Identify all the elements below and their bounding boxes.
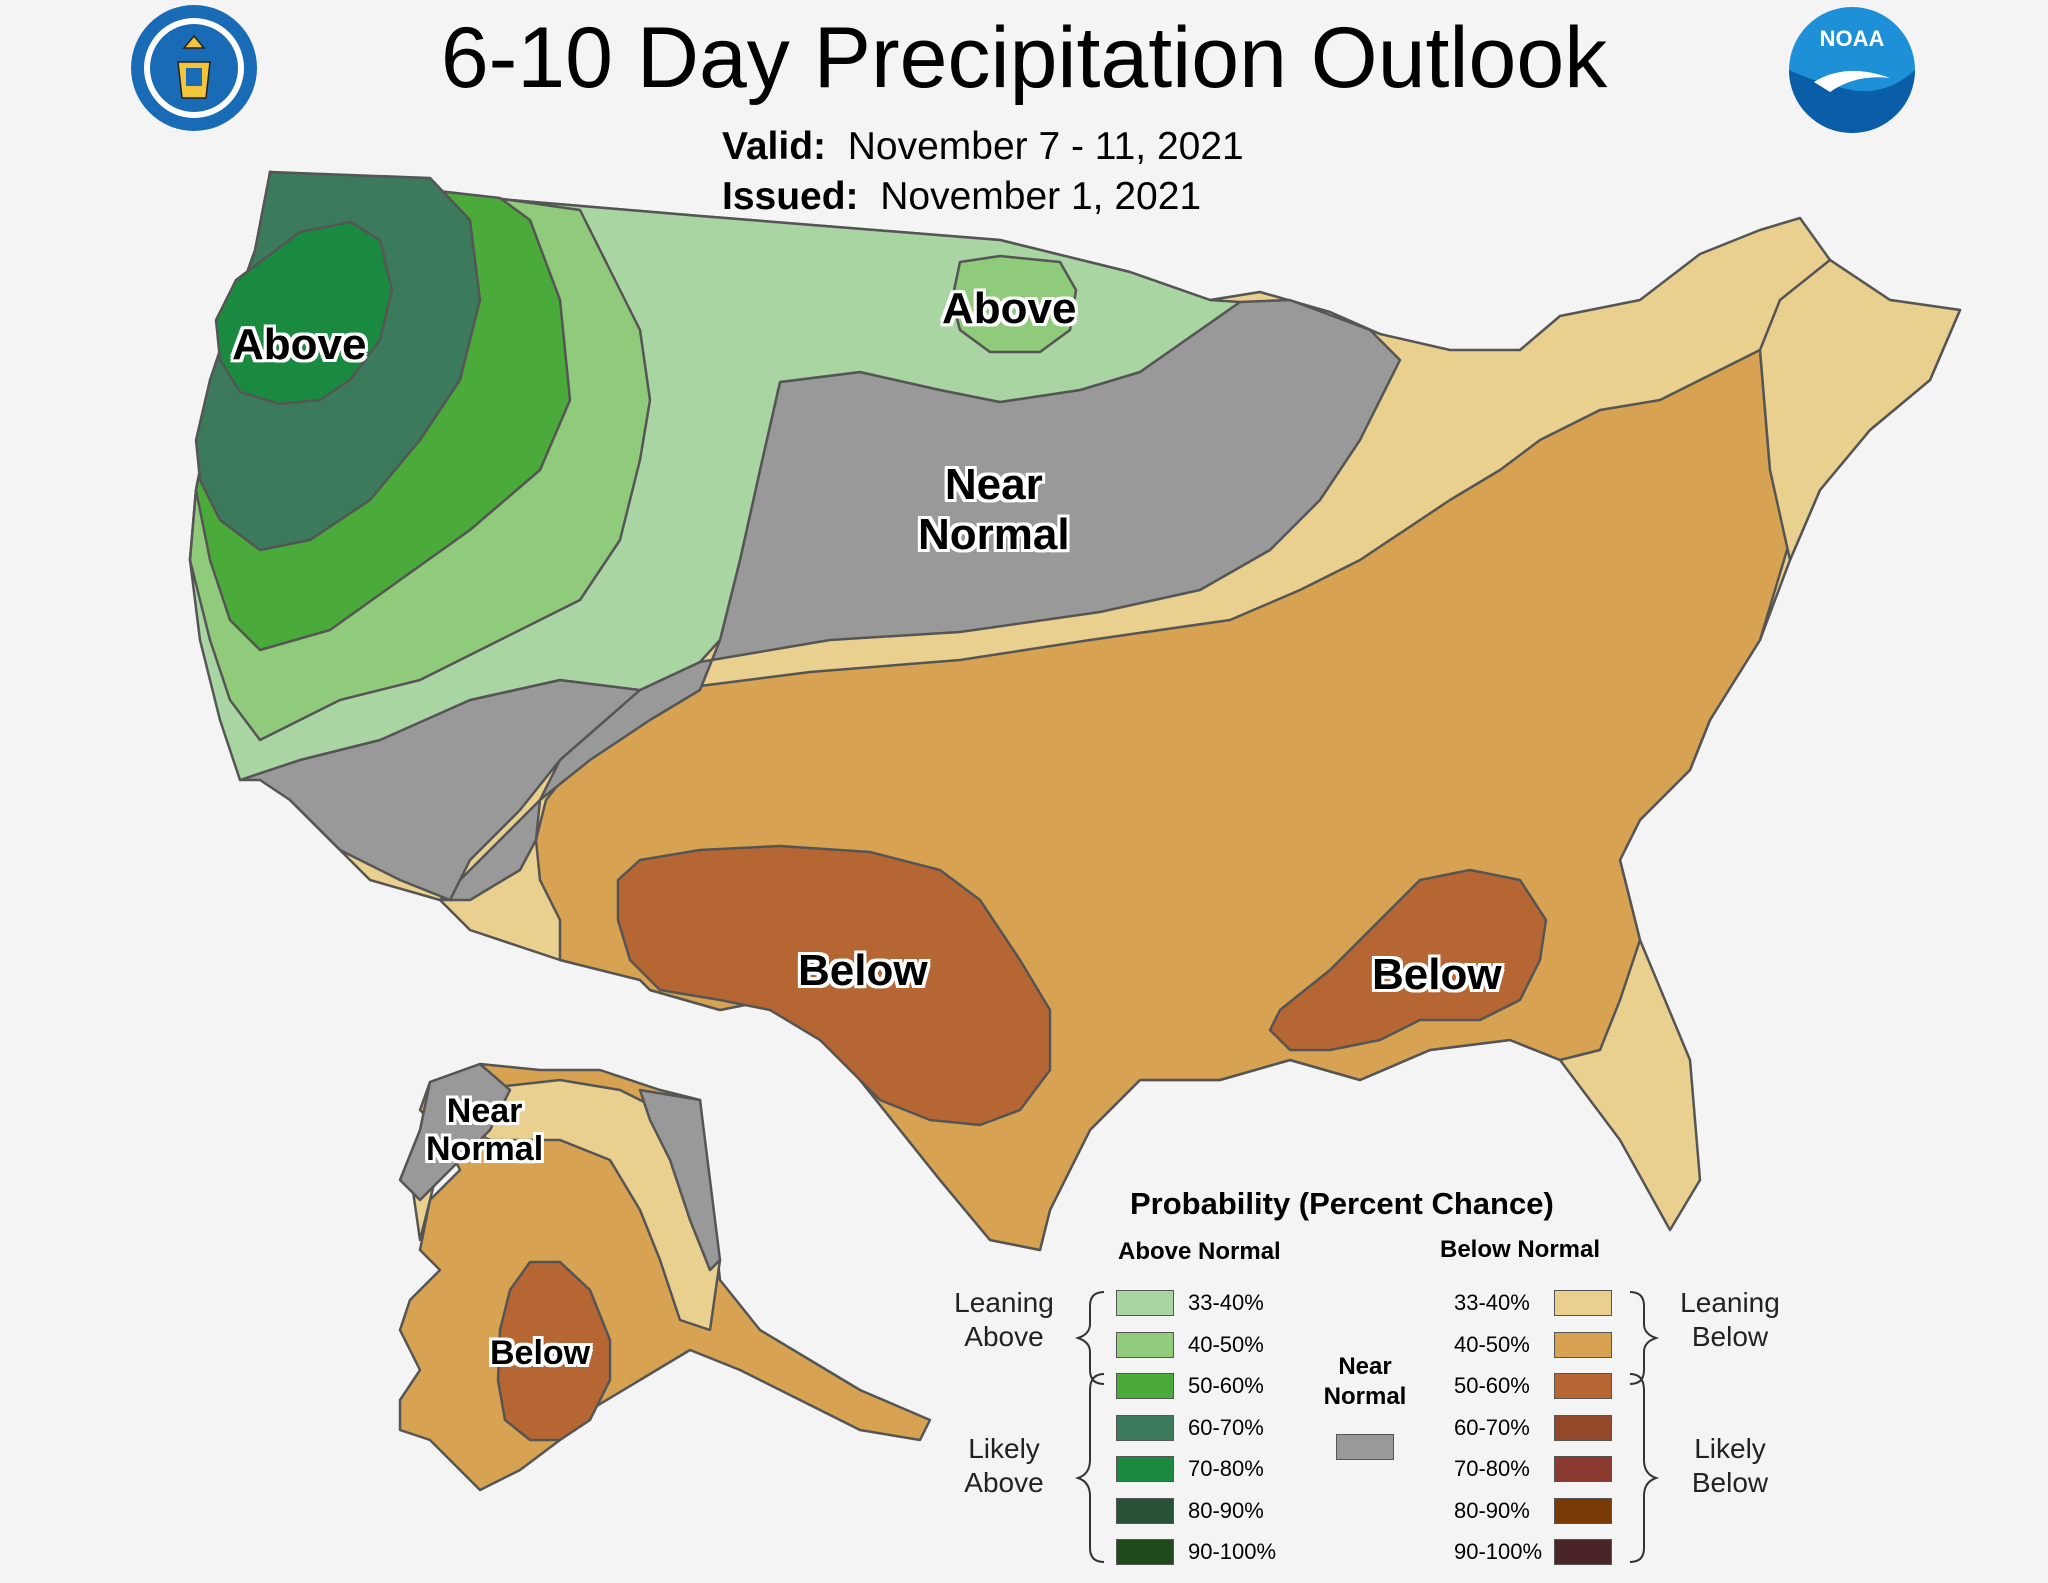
below-pct-label: 40-50% [1454, 1331, 1530, 1357]
valid-value: November 7 - 11, 2021 [847, 125, 1244, 168]
above-70-80 [214, 220, 394, 406]
below-swatch-33-40 [1554, 1290, 1612, 1316]
below-swatch-40-50 [1554, 1331, 1612, 1358]
label-central-near: Near [944, 460, 1043, 509]
date-block: Valid: November 7 - 11, 2021 Issued: Nov… [722, 122, 1244, 222]
noaa-logo: NOAA [1789, 7, 1915, 133]
near-normal-head: Near Normal [1310, 1352, 1420, 1412]
likely-below-word2: Below [1691, 1467, 1769, 1498]
likely-above-word2: Above [964, 1467, 1044, 1498]
label-southwest-below: Below [798, 946, 928, 995]
noaa-logo-text: NOAA [1820, 26, 1885, 51]
brace-likely-above [1074, 1373, 1105, 1563]
likely-above-label: Likely Above [934, 1432, 1074, 1500]
above-swatch-50-60 [1116, 1373, 1174, 1399]
near-normal-word1: Near [1338, 1353, 1392, 1380]
below-pct-label: 33-40% [1454, 1290, 1530, 1315]
brace-likely-below [1629, 1373, 1660, 1563]
leaning-above-label: Leaning Above [934, 1286, 1074, 1354]
issued-value: November 1, 2021 [880, 175, 1202, 218]
likely-below-label: Likely Below [1660, 1432, 1800, 1500]
above-swatch-40-50 [1116, 1331, 1174, 1358]
above-pct-label: 33-40% [1188, 1290, 1264, 1315]
above-swatch-80-90 [1116, 1497, 1174, 1524]
above-swatch-90-100 [1116, 1539, 1174, 1565]
valid-label: Valid: [722, 125, 827, 168]
leaning-below-word2: Below [1691, 1321, 1769, 1352]
likely-above-word1: Likely [968, 1433, 1040, 1464]
label-southeast-below: Below [1372, 950, 1502, 999]
below-swatch-90-100 [1554, 1539, 1612, 1565]
leaning-below-label: Leaning Below [1660, 1286, 1800, 1354]
label-alaska-normal: Normal [426, 1130, 544, 1168]
below-swatch-50-60 [1554, 1373, 1612, 1399]
label-alaska-near: Near [446, 1092, 523, 1130]
below-pct-label: 80-90% [1454, 1497, 1530, 1523]
page-title: 6-10 Day Precipitation Outlook [440, 10, 1608, 106]
commerce-seal-logo [131, 5, 257, 131]
alaska-near-normal [638, 1088, 722, 1272]
label-northern-plains-above: Above [942, 284, 1077, 333]
sw-below-50-60 [616, 844, 1052, 1127]
below-swatch-70-80 [1554, 1456, 1612, 1482]
above-swatch-33-40 [1116, 1290, 1174, 1316]
leaning-above-word2: Above [964, 1321, 1044, 1352]
label-central-normal: Normal [918, 510, 1070, 559]
below-pct-label: 90-100% [1454, 1539, 1543, 1564]
legend-title: Probability (Percent Chance) [1130, 1186, 1554, 1221]
se-below-50-60 [1268, 868, 1548, 1052]
below-pct-label: 60-70% [1454, 1414, 1530, 1440]
above-pct-label: 60-70% [1188, 1414, 1264, 1440]
legend-below-head: Below Normal [1440, 1236, 1601, 1263]
issued-label: Issued: [722, 175, 859, 218]
near-normal-word2: Normal [1323, 1383, 1407, 1410]
leaning-below-word1: Leaning [1680, 1287, 1780, 1318]
brace-leaning-above [1074, 1291, 1105, 1385]
above-40-50-nd [950, 254, 1078, 354]
legend-above-head: Above Normal [1118, 1238, 1281, 1265]
below-pct-label: 50-60% [1454, 1373, 1530, 1398]
label-central-near-normal: Near Normal [918, 460, 1070, 560]
brace-leaning-below [1629, 1291, 1660, 1385]
label-alaska-below: Below [490, 1334, 591, 1372]
above-pct-label: 50-60% [1188, 1373, 1264, 1398]
above-swatch-60-70 [1116, 1414, 1174, 1441]
label-alaska-near-normal: Near Normal [426, 1092, 543, 1168]
northeast-zone [1758, 258, 1962, 562]
above-pct-label: 40-50% [1188, 1331, 1264, 1357]
below-pct-label: 70-80% [1454, 1456, 1530, 1481]
alaska-near-normal-nw [398, 1062, 512, 1202]
below-swatch-80-90 [1554, 1497, 1612, 1524]
alaska-below-50-60 [496, 1260, 612, 1442]
below-swatch-60-70 [1554, 1414, 1612, 1441]
leaning-above-word1: Leaning [954, 1287, 1054, 1318]
above-pct-label: 80-90% [1188, 1497, 1264, 1523]
above-pct-label: 70-80% [1188, 1456, 1264, 1481]
likely-below-word1: Likely [1694, 1433, 1766, 1464]
label-pacific-nw-above: Above [232, 320, 367, 369]
above-pct-label: 90-100% [1188, 1539, 1277, 1564]
near-normal-swatch [1336, 1434, 1394, 1460]
above-swatch-70-80 [1116, 1456, 1174, 1482]
